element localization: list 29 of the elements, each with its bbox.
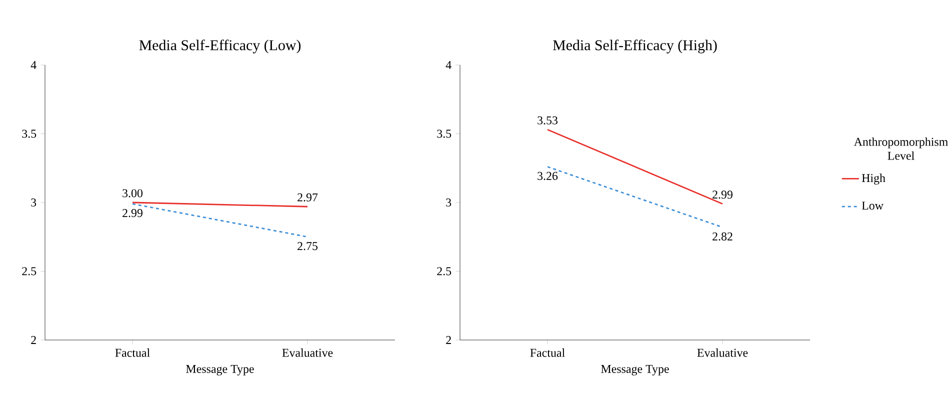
y-tick-label: 2	[31, 336, 36, 344]
data-label: 2.99	[712, 190, 732, 199]
data-label: 2.82	[712, 232, 732, 241]
legend-title: Anthropomorphism Level	[854, 137, 948, 160]
y-tick-label: 2.5	[437, 267, 452, 276]
x-axis-title: Message Type	[186, 365, 254, 376]
data-label: 2.99	[122, 209, 142, 218]
y-tick-label: 3	[446, 198, 452, 207]
y-tick-label: 4	[30, 61, 36, 69]
chart-title: Media Self-Efficacy (High)	[553, 40, 717, 54]
data-label: 2.97	[298, 193, 318, 202]
x-tick-label: Factual	[530, 348, 565, 357]
x-tick-label: Factual	[115, 348, 150, 357]
y-tick-label: 3.5	[437, 130, 452, 138]
y-tick-label: 3.5	[22, 130, 36, 138]
legend-label: High	[862, 174, 886, 185]
data-label: 3.00	[122, 189, 142, 198]
chart-title: Media Self-Efficacy (Low)	[139, 40, 301, 54]
data-label: 3.53	[538, 116, 558, 124]
legend-label: Low	[862, 202, 884, 210]
x-tick-label: Evaluative	[282, 348, 333, 357]
data-label: 2.75	[298, 242, 318, 250]
x-axis-title: Message Type	[601, 365, 669, 376]
y-tick-label: 2	[446, 336, 451, 344]
data-label: 3.26	[538, 172, 558, 180]
x-tick-label: Evaluative	[697, 348, 748, 357]
y-tick-label: 3	[31, 198, 36, 207]
y-tick-label: 2.5	[22, 267, 36, 276]
y-tick-label: 4	[446, 61, 452, 69]
